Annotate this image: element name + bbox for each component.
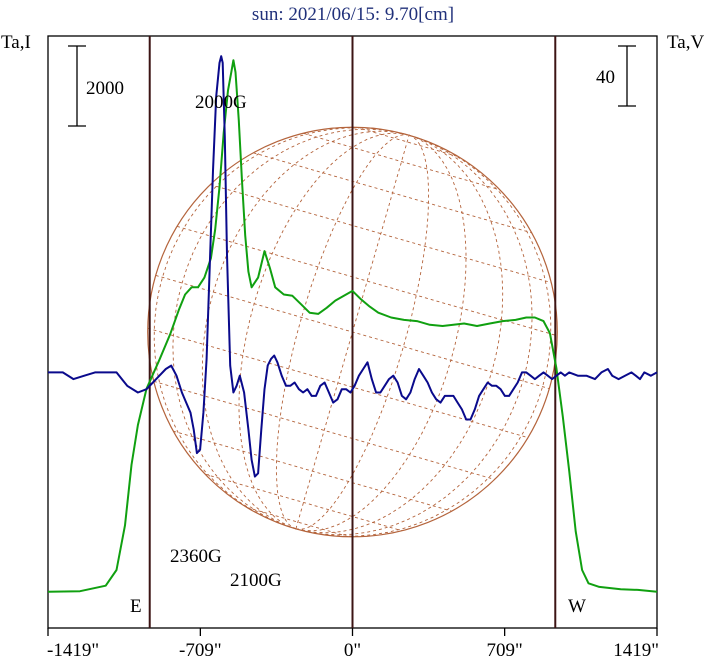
disk-parallel [246, 507, 350, 538]
right-scale-bar [618, 45, 636, 107]
annotation-2100G: 2100G [230, 570, 282, 591]
disk-parallel [210, 184, 552, 284]
disk-meridian [153, 127, 410, 530]
x-tick-label: -1419" [47, 640, 99, 661]
left-scale-bar [68, 45, 86, 127]
left-scale-value: 2000 [86, 78, 124, 99]
disk-parallel [176, 225, 558, 337]
series-line-V [48, 55, 658, 478]
disk-meridian [295, 134, 533, 536]
x-axis-ticks: -1419" -709" 0" 709" 1419" [47, 628, 659, 661]
disk-parallel [147, 327, 529, 439]
disk-parallel [173, 430, 452, 512]
left-axis-label: Ta,I [1, 32, 31, 53]
disk-meridian [201, 130, 410, 530]
disk-parallel [253, 152, 532, 234]
x-tick-label: -709" [179, 640, 222, 661]
disk-meridian [295, 134, 552, 537]
right-scale-value: 40 [596, 67, 615, 88]
series-curves [47, 55, 658, 593]
x-tick-label: 0" [344, 640, 361, 661]
disk-meridian [295, 134, 467, 532]
disk-parallel [302, 132, 501, 191]
disk-meridian [238, 132, 410, 530]
east-limb-label: E [130, 596, 142, 617]
annotation-2000G: 2000G [195, 92, 247, 113]
annotation-2360G: 2360G [170, 546, 222, 567]
right-axis-label: Ta,V [667, 32, 704, 53]
disk-parallel [355, 126, 459, 157]
x-tick-label: 709" [487, 640, 523, 661]
disk-meridian [275, 134, 410, 530]
disk-parallel [153, 380, 495, 480]
disk-parallel [204, 473, 403, 532]
series-line-I [47, 59, 658, 593]
disk-meridian [295, 134, 430, 530]
limb-and-center-lines [148, 36, 557, 628]
west-limb-label: W [568, 596, 586, 617]
chart-title: sun: 2021/06/15: 9.70[cm] [252, 4, 454, 25]
x-tick-label: 1419" [613, 640, 659, 661]
